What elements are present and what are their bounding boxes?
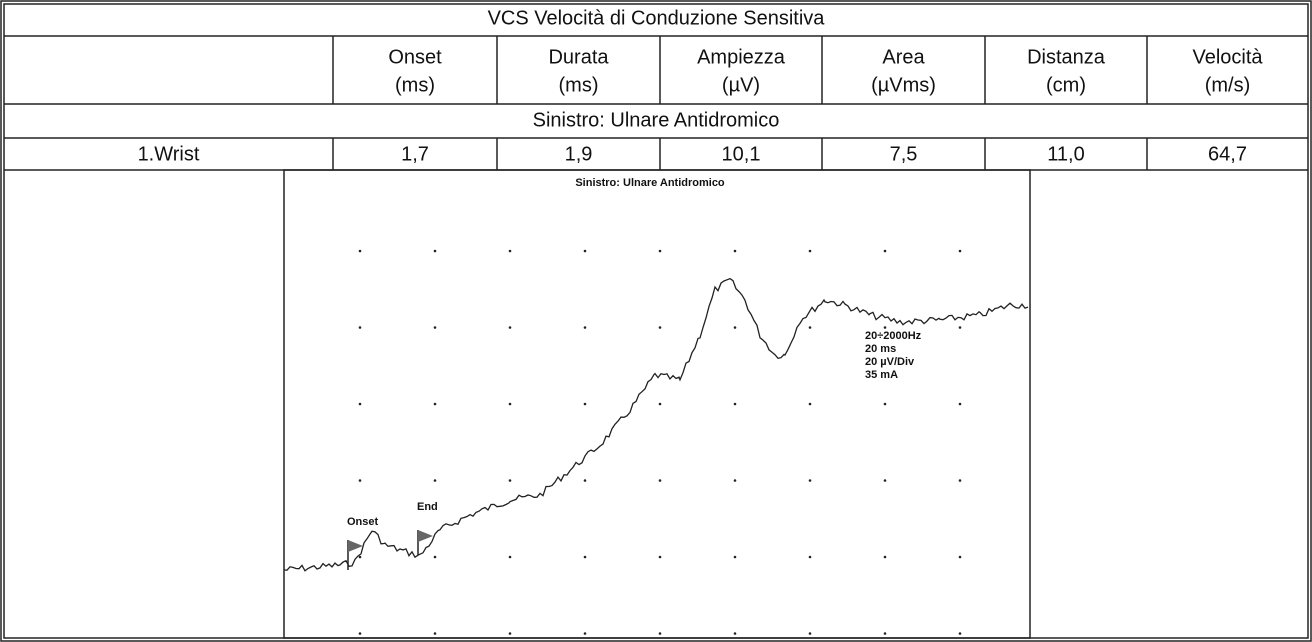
grid-dot <box>958 326 962 329</box>
column-name: Ampiezza <box>697 46 786 68</box>
grid-dot <box>433 402 437 406</box>
grid-dot <box>808 479 812 482</box>
marker-flag <box>418 530 433 542</box>
grid-dot <box>583 479 587 482</box>
grid-dot <box>508 326 512 329</box>
grid-dot <box>883 555 887 559</box>
column-unit: (cm) <box>1046 74 1086 96</box>
column-name: Velocità <box>1192 46 1263 68</box>
grid-dot <box>808 555 812 559</box>
grid-dot <box>358 555 362 559</box>
grid-dot <box>358 326 362 329</box>
cell: 64,7 <box>1208 143 1247 165</box>
column-unit: (ms) <box>559 74 599 96</box>
column-unit: (µVms) <box>871 74 936 96</box>
grid-dot <box>733 479 737 482</box>
grid-dot <box>433 479 437 482</box>
grid-dot <box>658 326 662 329</box>
grid-dot <box>883 479 887 482</box>
grid-dot <box>433 326 437 329</box>
grid-dot <box>733 402 737 406</box>
inner-border <box>3 3 1309 639</box>
grid-dot <box>358 632 362 635</box>
column-unit: (ms) <box>395 74 435 96</box>
cell: 1,7 <box>401 143 429 165</box>
cell: 7,5 <box>890 143 918 165</box>
column-name: Durata <box>548 46 609 68</box>
grid-dot <box>433 555 437 559</box>
column-name: Distanza <box>1027 46 1106 68</box>
grid-dot <box>883 402 887 406</box>
marker-label: End <box>417 501 438 513</box>
grid-dot <box>658 249 662 253</box>
grid-dot <box>658 632 662 635</box>
grid-dot <box>433 632 437 635</box>
cell: 10,1 <box>722 143 761 165</box>
grid-dot <box>958 402 962 406</box>
cell: 11,0 <box>1047 143 1084 165</box>
grid-dot <box>958 249 962 253</box>
row-label: 1.Wrist <box>138 143 200 165</box>
grid-dot <box>508 249 512 253</box>
grid-dot <box>733 555 737 559</box>
grid-dot <box>808 402 812 406</box>
grid-dot <box>883 249 887 253</box>
grid-dot <box>508 632 512 635</box>
grid-dot <box>508 402 512 406</box>
column-name: Onset <box>388 46 442 68</box>
column-unit: (m/s) <box>1205 74 1251 96</box>
column-unit: (µV) <box>722 74 760 96</box>
grid-dot <box>883 326 887 329</box>
grid-dot <box>958 555 962 559</box>
waveform <box>283 277 1029 572</box>
trace-setting: 20 µV/Div <box>865 356 915 368</box>
grid-dot <box>958 632 962 635</box>
grid-dot <box>658 555 662 559</box>
grid-dot <box>358 402 362 406</box>
table-title: VCS Velocità di Conduzione Sensitiva <box>488 7 826 29</box>
grid-dot <box>658 402 662 406</box>
column-name: Area <box>882 46 925 68</box>
marker-flag <box>348 540 363 552</box>
trace-box <box>283 169 1031 639</box>
grid-dot <box>583 402 587 406</box>
grid-dot <box>808 249 812 253</box>
grid-dot <box>958 479 962 482</box>
marker-label: Onset <box>347 516 379 528</box>
cell: 1,9 <box>565 143 593 165</box>
grid-dot <box>433 249 437 253</box>
grid-dot <box>733 249 737 253</box>
grid-dot <box>808 326 812 329</box>
grid-dot <box>733 326 737 329</box>
trace-setting: 35 mA <box>865 369 898 381</box>
grid-dot <box>583 249 587 253</box>
grid-dot <box>658 479 662 482</box>
grid-dot <box>358 249 362 253</box>
grid-dot <box>583 632 587 635</box>
grid-dot <box>583 555 587 559</box>
grid-dot <box>733 632 737 635</box>
trace-setting: 20 ms <box>865 343 896 355</box>
grid-dot <box>358 479 362 482</box>
trace-setting: 20÷2000Hz <box>865 330 922 342</box>
trace-title: Sinistro: Ulnare Antidromico <box>575 177 725 189</box>
grid-dot <box>883 632 887 635</box>
grid-dot <box>808 632 812 635</box>
grid-dot <box>583 326 587 329</box>
grid-dot <box>508 555 512 559</box>
section-title: Sinistro: Ulnare Antidromico <box>533 109 780 131</box>
grid-dot <box>508 479 512 482</box>
